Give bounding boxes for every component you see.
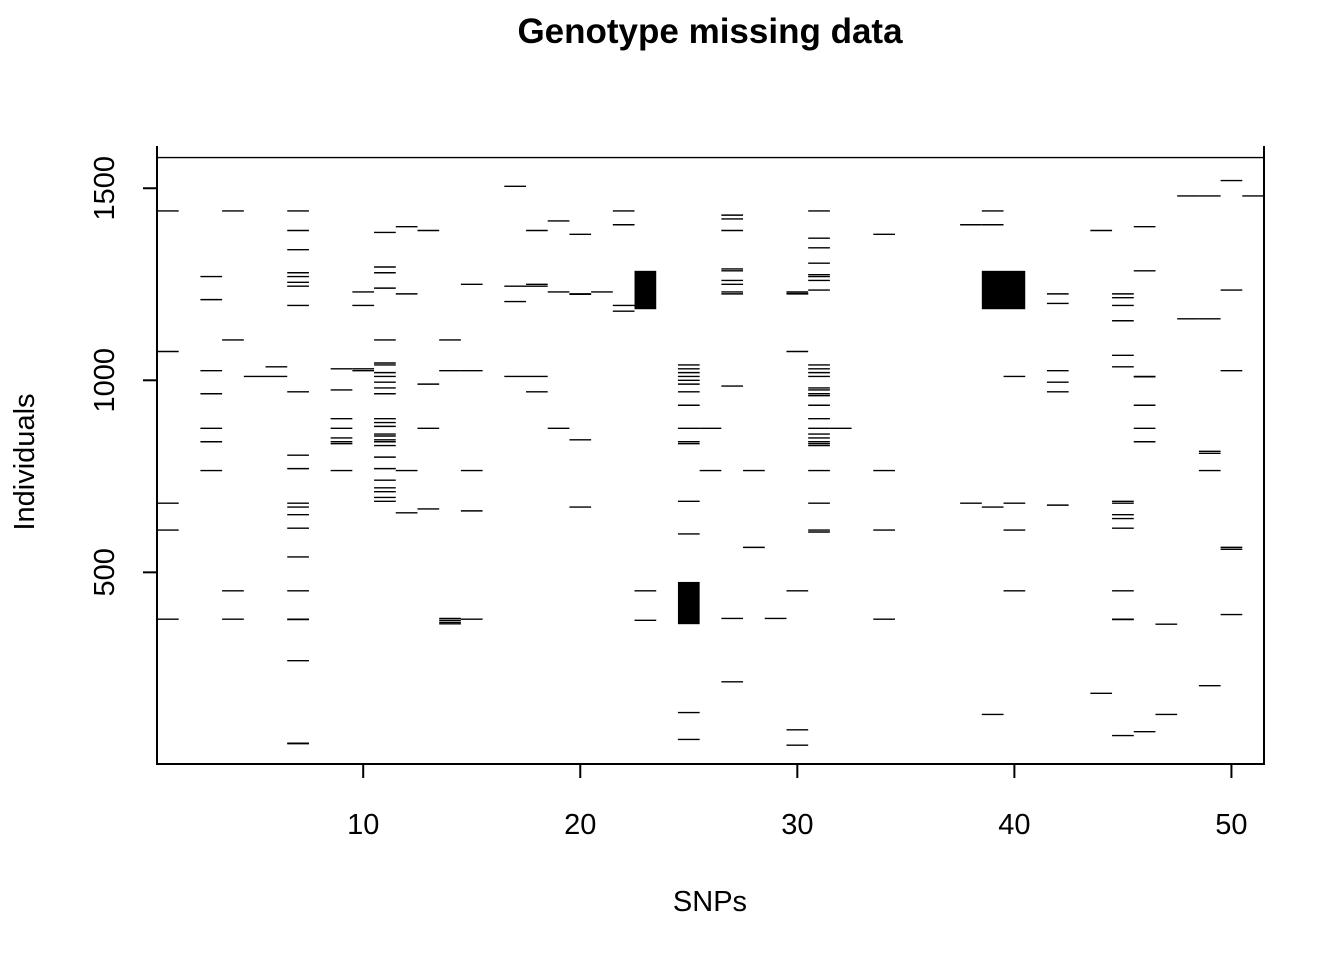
- x-tick-label: 20: [564, 809, 596, 841]
- x-tick-label: 40: [998, 809, 1030, 841]
- missing-block: [634, 270, 657, 310]
- missing-block: [981, 270, 1026, 310]
- y-tick-label: 500: [89, 548, 121, 596]
- x-tick-label: 10: [347, 809, 379, 841]
- x-axis-label: SNPs: [673, 886, 747, 918]
- missing-block: [677, 581, 700, 625]
- y-tick-label: 1500: [89, 156, 121, 221]
- y-axis-label: Individuals: [9, 393, 41, 530]
- x-tick-label: 30: [781, 809, 813, 841]
- missing-cells: [157, 156, 1264, 746]
- y-axis-ticks: 500 1000 1500: [89, 156, 157, 597]
- plot-frame: [156, 146, 1265, 765]
- x-axis-ticks: 10 20 30 40 50: [347, 764, 1248, 841]
- y-tick-label: 1000: [89, 348, 121, 413]
- x-tick-label: 50: [1215, 809, 1247, 841]
- chart-title: Genotype missing data: [517, 12, 903, 51]
